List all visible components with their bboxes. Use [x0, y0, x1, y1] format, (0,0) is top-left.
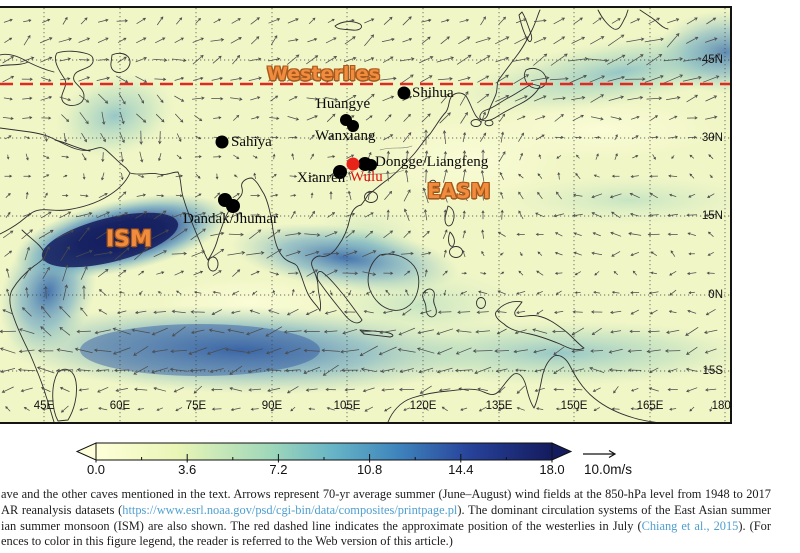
- colorbar-tick-label: 0.0: [86, 462, 106, 477]
- caption-line: ian summer monsoon (ISM) are also shown.…: [1, 519, 771, 535]
- map-canvas: [0, 8, 730, 422]
- cave-label-shihua: Shihua: [412, 85, 454, 101]
- wind-arrows: [0, 16, 721, 413]
- cave-label-xianren: Xianren: [297, 170, 346, 186]
- cave-label-sahiya: Sahiya: [231, 134, 272, 150]
- cave-marker-xianren: [333, 165, 347, 179]
- caption-text: AR reanalysis datasets (: [1, 502, 123, 517]
- lon-label-135e: 135E: [485, 400, 513, 412]
- lon-label-90e: 90E: [261, 400, 283, 412]
- region-label-ism: ISM: [106, 227, 152, 252]
- colorbar-tick-label: 14.4: [448, 462, 474, 477]
- colorbar-max-arrow: [551, 442, 573, 461]
- wind-field-map: Shihua Huangye Wanxiang Sahiya Dongge/Liangf…: [0, 6, 732, 424]
- lon-label-60e: 60E: [109, 400, 131, 412]
- caption-text: ences to color in this figure legend, th…: [1, 534, 453, 549]
- colorbar-min-arrow: [75, 442, 97, 461]
- lon-label-150e: 150E: [560, 400, 588, 412]
- colorbar: [75, 442, 617, 463]
- caption-line: AR reanalysis datasets (https://www.esrl…: [1, 503, 771, 519]
- cave-label-dandak: Dandak/Jhumar: [183, 211, 278, 227]
- colorbar-tick-label: 10.8: [356, 462, 383, 477]
- colorbar-tick-label: 3.6: [178, 462, 197, 477]
- colorbar-tick-label: 18.0: [539, 462, 565, 477]
- cave-label-wanxiang: Wanxiang: [315, 128, 376, 144]
- caption-text: ). The dominant circulation systems of t…: [457, 502, 771, 517]
- cave-label-dongge: Dongge/Liangfeng: [375, 154, 489, 170]
- lon-label-180e: 180E: [711, 400, 731, 412]
- lon-label-75e: 75E: [185, 400, 207, 412]
- cave-marker-sahiya: [215, 135, 229, 149]
- caption-text: ian summer monsoon (ISM) are also shown.…: [1, 518, 642, 533]
- cave-label-wulu: Wulu: [350, 169, 383, 185]
- caption-link[interactable]: Chiang et al., 2015: [641, 518, 739, 533]
- lat-label-0n: 0N: [708, 289, 723, 301]
- reference-wind-arrow: [583, 449, 617, 459]
- lat-label-30n: 30N: [701, 132, 723, 144]
- caption-text: ave and the other caves mentioned in the…: [1, 487, 771, 501]
- coastlines: [0, 9, 669, 422]
- colorbar-tick-label: 7.2: [269, 462, 288, 477]
- region-label-westerlies: Westerlies: [267, 63, 381, 85]
- cave-marker-huangye: [347, 120, 359, 132]
- cave-label-huangye: Huangye: [316, 96, 371, 112]
- cave-marker-dandak: [226, 199, 240, 213]
- cave-marker-shihua: [397, 86, 411, 100]
- figure-caption: ave and the other caves mentioned in the…: [1, 487, 771, 550]
- reference-arrow-label: 10.0m/s: [584, 462, 633, 477]
- lon-label-45e: 45E: [33, 400, 55, 412]
- cave-marker-wulu: [346, 157, 360, 171]
- lon-label-105e: 105E: [333, 400, 361, 412]
- lat-label-15n: 15N: [701, 210, 723, 222]
- caption-text: ). (For: [738, 518, 771, 533]
- region-label-easm: EASM: [427, 179, 491, 203]
- lon-label-120e: 120E: [409, 400, 437, 412]
- caption-link[interactable]: https://www.esrl.noaa.gov/psd/cgi-bin/da…: [122, 502, 458, 517]
- lat-label-15s: 15S: [702, 365, 723, 377]
- cave-marker-dongge: [365, 159, 377, 171]
- graticule-grid: [0, 8, 730, 422]
- caption-line: ave and the other caves mentioned in the…: [1, 487, 771, 503]
- colorbar-ticks: [95, 454, 553, 463]
- wind-speed-shading: [0, 8, 730, 422]
- lon-label-165e: 165E: [636, 400, 664, 412]
- caption-line: ences to color in this figure legend, th…: [1, 534, 771, 550]
- lat-label-45n: 45N: [701, 54, 723, 66]
